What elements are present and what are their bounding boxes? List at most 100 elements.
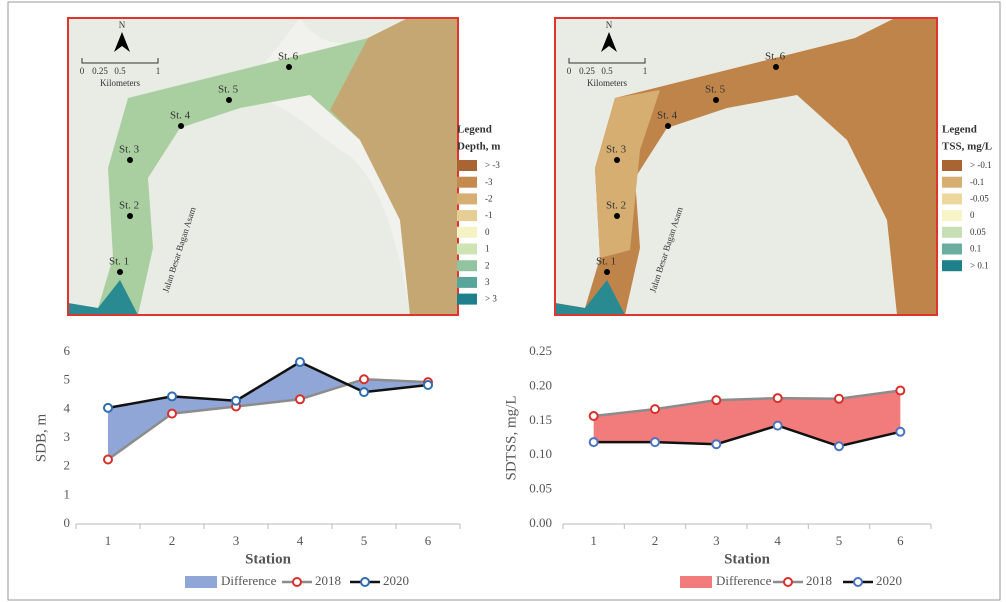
data-point bbox=[359, 387, 369, 398]
legend-swatch bbox=[942, 243, 962, 255]
data-point bbox=[359, 374, 369, 385]
x-tick-label: 3 bbox=[233, 533, 240, 548]
y-tick-label: 5 bbox=[64, 372, 71, 387]
y-tick-label: 2 bbox=[64, 458, 71, 473]
series-line bbox=[107, 377, 429, 461]
station-dot bbox=[226, 97, 232, 103]
legend-label: -0.05 bbox=[970, 193, 989, 203]
scale-unit: Kilometers bbox=[587, 78, 627, 88]
scale-bar bbox=[81, 58, 159, 64]
station-dot bbox=[614, 157, 620, 163]
station-label: St. 3 bbox=[119, 144, 140, 156]
scale-label: 1 bbox=[643, 66, 648, 76]
y-tick-label: 4 bbox=[64, 400, 71, 415]
station-dot bbox=[713, 97, 719, 103]
data-point bbox=[423, 379, 433, 390]
frame bbox=[7, 1, 1001, 601]
legend-swatch bbox=[457, 226, 477, 238]
station-label: St. 5 bbox=[705, 84, 726, 96]
x-axis-label: Station bbox=[245, 551, 292, 567]
station-dot bbox=[665, 123, 671, 129]
north-label: N bbox=[606, 20, 613, 30]
legend-label: 0.1 bbox=[970, 244, 981, 254]
map-border bbox=[554, 17, 938, 316]
legend-swatch bbox=[457, 276, 477, 288]
legend-label: > 3 bbox=[485, 294, 497, 304]
station-label: St. 1 bbox=[109, 256, 129, 268]
x-axis-label: Station bbox=[724, 551, 771, 567]
y-axis-label: SDTSS, mg/L bbox=[503, 395, 519, 480]
difference-area bbox=[593, 390, 901, 447]
station-label: St. 5 bbox=[218, 84, 239, 96]
legend-label: 2 bbox=[485, 260, 490, 270]
station-label: St. 6 bbox=[765, 51, 786, 63]
legend-label: 2020 bbox=[383, 573, 409, 588]
data-point bbox=[295, 357, 305, 368]
station-label: St. 4 bbox=[657, 110, 678, 122]
data-point bbox=[103, 454, 113, 465]
station-dot bbox=[178, 123, 184, 129]
y-tick-label: 3 bbox=[64, 429, 71, 444]
y-tick-label: 0.20 bbox=[529, 377, 552, 392]
legend-swatch bbox=[680, 576, 712, 588]
legend-label: > -0.1 bbox=[970, 160, 992, 170]
legend-label: 3 bbox=[485, 277, 490, 287]
data-point bbox=[295, 394, 305, 405]
data-point bbox=[650, 404, 660, 415]
data-point bbox=[772, 420, 783, 431]
map-right bbox=[554, 17, 938, 316]
scale-label: 0.25 bbox=[579, 66, 595, 76]
scale-label: 0.25 bbox=[92, 66, 108, 76]
y-tick-label: 0 bbox=[64, 515, 71, 530]
legend-swatch bbox=[942, 176, 962, 188]
y-axis-label: SDB, m bbox=[33, 414, 49, 463]
station-label: St. 3 bbox=[606, 144, 627, 156]
station-label: St. 6 bbox=[278, 51, 299, 63]
data-point bbox=[588, 437, 599, 448]
legend-swatch bbox=[457, 160, 477, 171]
data-point bbox=[650, 437, 660, 448]
legend-marker bbox=[360, 577, 370, 587]
station-dot bbox=[286, 64, 292, 70]
data-point bbox=[834, 441, 844, 452]
x-tick-label: 6 bbox=[425, 533, 432, 548]
data-point bbox=[588, 410, 599, 421]
map-left bbox=[67, 17, 459, 316]
legend-label: 0.05 bbox=[970, 227, 986, 237]
legend-swatch bbox=[457, 193, 477, 205]
map-water-deep bbox=[330, 18, 458, 315]
station-label: St. 1 bbox=[596, 256, 616, 268]
data-point bbox=[895, 385, 906, 396]
legend-label: -2 bbox=[485, 193, 493, 203]
legend-marker bbox=[853, 577, 863, 587]
y-tick-label: 6 bbox=[64, 343, 71, 358]
scale-label: 0 bbox=[80, 66, 85, 76]
legend-swatch bbox=[457, 260, 477, 272]
legend-label: 0 bbox=[970, 210, 975, 220]
station-dot bbox=[117, 269, 123, 275]
legend-swatch bbox=[942, 260, 962, 272]
legend-swatch bbox=[185, 576, 217, 588]
scale-label: 0 bbox=[567, 66, 572, 76]
y-tick-label: 0.05 bbox=[529, 481, 552, 496]
legend-marker bbox=[783, 577, 793, 587]
legend-swatch bbox=[942, 226, 962, 238]
data-point bbox=[711, 395, 722, 406]
legend-label: -0.1 bbox=[970, 177, 984, 187]
series-line bbox=[593, 389, 901, 418]
legend-title: Legend bbox=[457, 124, 492, 136]
legend-label: -1 bbox=[485, 210, 493, 220]
legend-swatch bbox=[457, 243, 477, 255]
x-tick-label: 2 bbox=[652, 533, 659, 548]
x-tick-label: 5 bbox=[361, 533, 368, 548]
legend-label: Difference bbox=[716, 573, 772, 588]
data-point bbox=[231, 395, 241, 406]
x-tick-label: 4 bbox=[774, 533, 781, 548]
x-tick-label: 3 bbox=[713, 533, 720, 548]
data-point bbox=[167, 408, 177, 419]
legend-title: Legend bbox=[942, 124, 977, 136]
y-tick-label: 0.10 bbox=[529, 446, 552, 461]
x-tick-label: 4 bbox=[297, 533, 304, 548]
legend-label: 2018 bbox=[315, 573, 341, 588]
